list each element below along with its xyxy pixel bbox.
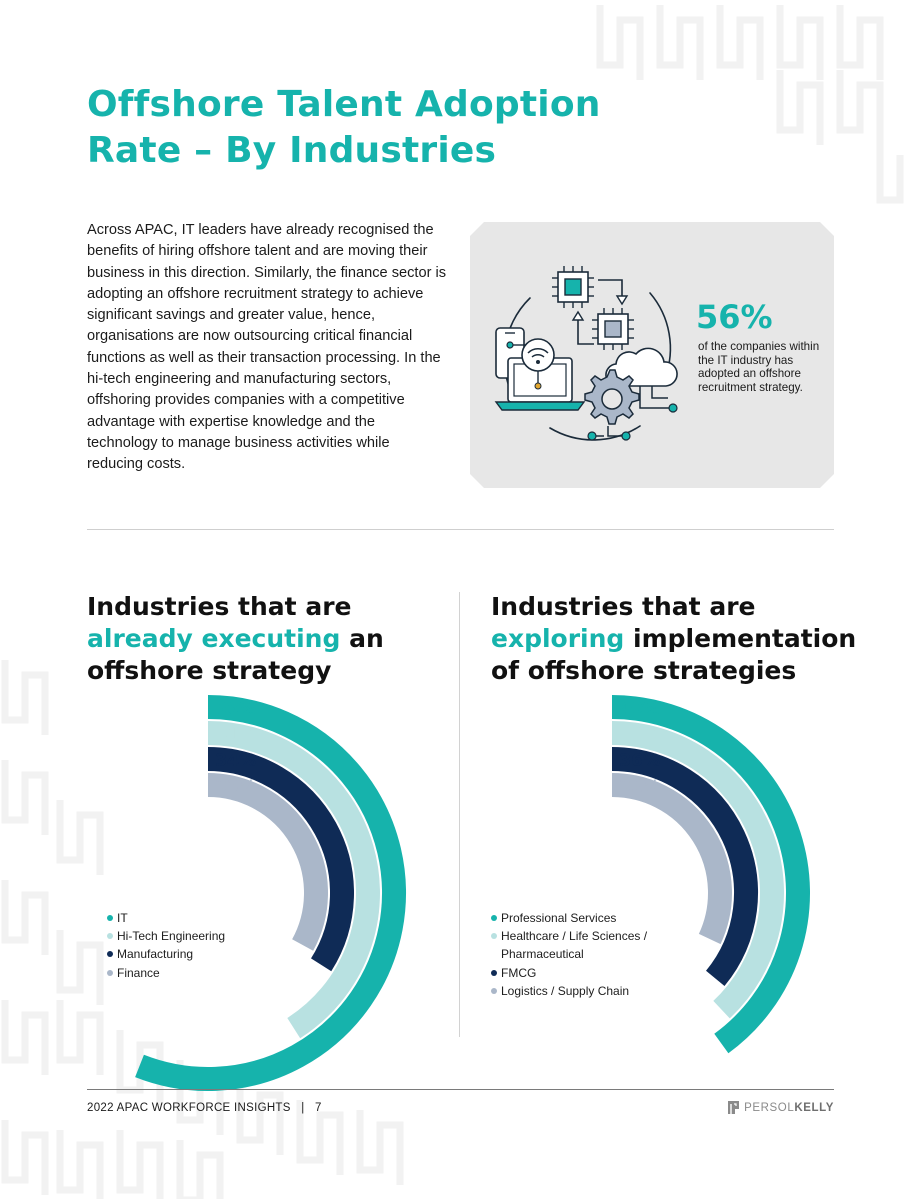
legend-item: Logistics / Supply Chain xyxy=(491,982,691,1000)
page-number: 7 xyxy=(315,1102,322,1114)
title-line: exploring implementation xyxy=(491,623,856,655)
legend-dot-icon xyxy=(491,933,497,940)
legend-dot-icon xyxy=(107,933,113,940)
circuit-icon xyxy=(587,386,678,441)
section-divider xyxy=(87,529,834,530)
legend-item: FMCG xyxy=(491,964,691,982)
title-highlight: exploring xyxy=(491,624,625,653)
title-highlight: already executing xyxy=(87,624,341,653)
legend-label: Finance xyxy=(117,965,160,980)
title-line: offshore strategy xyxy=(87,656,332,685)
legend-item: Professional Services xyxy=(491,909,691,927)
legend-label: Manufacturing xyxy=(117,947,194,962)
legend-item: Manufacturing xyxy=(107,945,307,963)
value-label-3: 32% xyxy=(619,777,660,797)
radial-bar-2 xyxy=(611,747,758,987)
cloud-icon xyxy=(605,347,678,387)
microchip-icon xyxy=(552,266,594,308)
page-title-line-1: Offshore Talent Adoption xyxy=(87,84,601,125)
radial-bar-1 xyxy=(611,721,784,1019)
exploring-chart-svg: 40% 38% 36% 32% xyxy=(611,695,810,1054)
radial-bar-1 xyxy=(207,721,380,1039)
legend-item: IT xyxy=(107,909,307,927)
technology-illustration xyxy=(494,266,678,441)
legend-dot-icon xyxy=(107,915,113,921)
page-title: Offshore Talent Adoption Rate – By Indus… xyxy=(87,82,647,174)
radial-bar-0 xyxy=(611,695,810,1054)
title-text: an xyxy=(349,624,384,653)
executing-section-title: Industries that are already executing an… xyxy=(87,591,384,687)
brand-name-bold: KELLY xyxy=(794,1101,834,1114)
title-line: Industries that are xyxy=(87,592,352,621)
radial-bar-2 xyxy=(207,747,354,972)
value-label-2: 34% xyxy=(215,751,256,771)
title-line: of offshore strategies xyxy=(491,656,797,685)
radial-bar-0 xyxy=(135,695,406,1091)
executing-chart-legend: IT Hi-Tech Engineering Manufacturing Financ… xyxy=(107,909,307,982)
legend-dot-icon xyxy=(491,969,497,976)
legend-dot-icon xyxy=(107,969,113,976)
legend-label: IT xyxy=(117,911,128,925)
value-label-0: 40% xyxy=(619,699,660,719)
title-line: Industries that are xyxy=(491,592,756,621)
intro-paragraph: Across APAC, IT leaders have already rec… xyxy=(87,222,447,473)
legend-label: Hi-Tech Engineering xyxy=(117,929,226,944)
legend-item: Healthcare / Life Sciences / Pharmaceuti… xyxy=(491,927,691,963)
laptop-icon xyxy=(494,357,586,411)
title-text: implementation xyxy=(633,624,857,653)
value-label-1: 38% xyxy=(619,725,660,745)
legend-dot-icon xyxy=(107,951,113,958)
exploring-radial-chart: 40% 38% 36% 32% xyxy=(604,695,884,1054)
radial-bar-3 xyxy=(207,773,328,951)
legend-label: Professional Services xyxy=(501,911,617,925)
legend-dot-icon xyxy=(491,915,497,921)
value-label-0: 56% xyxy=(215,699,256,719)
value-label-3: 33% xyxy=(215,777,256,797)
value-label-1: 41% xyxy=(215,725,256,745)
footer-report-label: 2022 APAC WORKFORCE INSIGHTS | 7 xyxy=(87,1102,322,1114)
gear-icon xyxy=(584,369,640,425)
wifi-icon xyxy=(521,338,555,390)
footer-separator: | xyxy=(301,1102,305,1114)
footer-rule xyxy=(87,1089,834,1090)
brand-name-light: PERSOL xyxy=(744,1101,795,1114)
it-stat-panel: 56% of the companies within the IT indus… xyxy=(470,222,834,488)
column-divider xyxy=(459,592,460,1037)
exploring-chart-legend: Professional Services Healthcare / Life S… xyxy=(491,909,691,1000)
executing-chart-svg: 56% 41% 34% 33% xyxy=(135,695,406,1091)
legend-label: Healthcare / Life Sciences / Pharmaceuti… xyxy=(501,929,648,962)
page-title-line-2: Rate – By Industries xyxy=(87,130,497,171)
value-label-2: 36% xyxy=(619,751,660,771)
exploring-section-title: Industries that are exploring implementa… xyxy=(491,591,856,687)
persolkelly-logo: PERSOLKELLY xyxy=(728,1101,834,1114)
brand-mark-icon xyxy=(728,1101,740,1114)
legend-dot-icon xyxy=(491,987,497,994)
executing-radial-chart: 56% 41% 34% 33% xyxy=(135,695,480,1091)
legend-item: Hi-Tech Engineering xyxy=(107,927,307,945)
title-line: already executing an xyxy=(87,623,384,655)
legend-label: FMCG xyxy=(501,965,537,980)
it-adoption-description: of the companies within the IT industry … xyxy=(698,340,820,394)
microchip-icon xyxy=(592,308,634,350)
radial-bar-3 xyxy=(611,773,732,945)
report-title: 2022 APAC WORKFORCE INSIGHTS xyxy=(87,1102,291,1114)
legend-label: Logistics / Supply Chain xyxy=(501,983,630,998)
legend-item: Finance xyxy=(107,964,307,982)
it-adoption-stat: 56% xyxy=(696,298,773,336)
brand-name: PERSOLKELLY xyxy=(744,1102,834,1114)
